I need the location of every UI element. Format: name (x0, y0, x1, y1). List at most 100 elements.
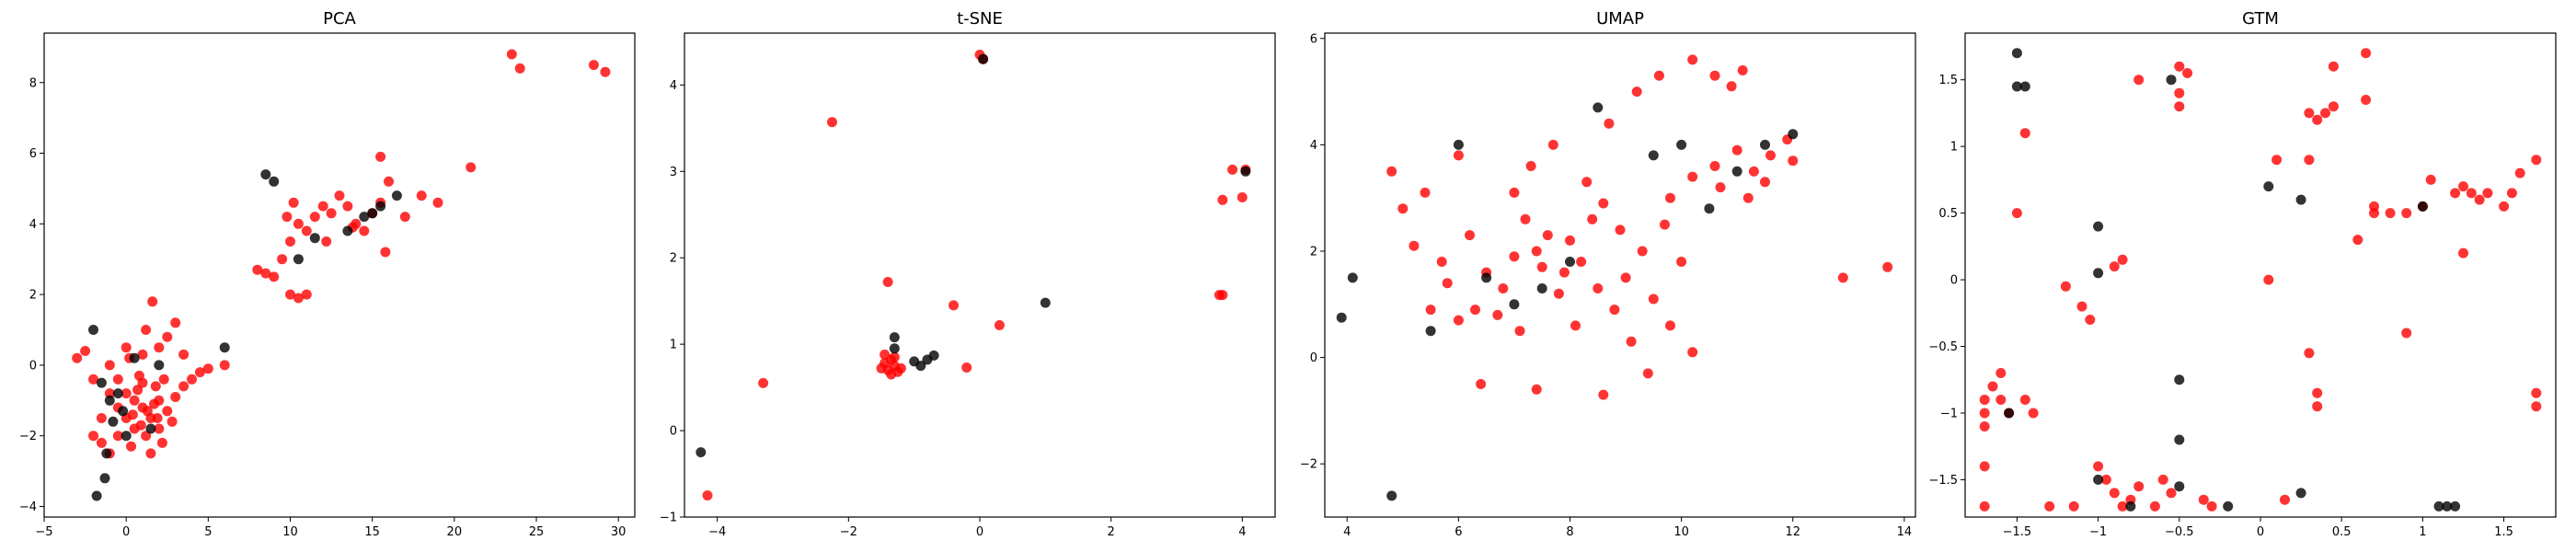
scatter-point-red (2312, 401, 2323, 412)
scatter-point-black (101, 448, 112, 459)
scatter-point-black (2295, 488, 2306, 499)
scatter-point-red (1979, 421, 1990, 431)
scatter-point-red (1979, 500, 1990, 512)
scatter-point-black (91, 490, 102, 501)
scatter-point-red (2011, 208, 2022, 219)
scatter-point-black (129, 352, 140, 363)
scatter-point-red (1676, 257, 1687, 267)
scatter-point-red (1436, 257, 1447, 267)
scatter-point-red (2019, 128, 2030, 139)
scatter-point-red (2312, 114, 2323, 125)
scatter-point-red (1737, 65, 1748, 75)
scatter-point-red (1748, 166, 1759, 177)
chart-title: t-SNE (957, 9, 1003, 29)
x-tick-label: 30 (611, 525, 627, 539)
scatter-point-black (2263, 181, 2274, 192)
scatter-point-red (1604, 118, 1615, 129)
y-tick-label: 6 (29, 147, 37, 161)
scatter-point-black (96, 377, 107, 388)
y-tick-label: 0.5 (1938, 207, 1958, 221)
scatter-point-red (1531, 384, 1542, 395)
scatter-point-red (961, 362, 972, 373)
scatter-point-red (2076, 301, 2087, 312)
scatter-point-red (1509, 187, 1520, 198)
scatter-point-red (178, 349, 190, 360)
x-tick-label: 15 (364, 525, 380, 539)
scatter-point-red (1531, 246, 1542, 257)
scatter-point-red (269, 271, 280, 282)
scatter-point-black (2093, 221, 2104, 232)
x-tick-label: 0 (2257, 525, 2264, 539)
scatter-point-red (288, 197, 299, 208)
scatter-point-black (1347, 272, 1358, 283)
scatter-point-red (2149, 500, 2160, 512)
y-tick-label: −1.5 (1928, 474, 1958, 488)
scatter-point-black (2417, 201, 2428, 212)
scatter-point-red (154, 342, 165, 353)
scatter-point-red (1979, 395, 1990, 405)
scatter-point-red (1765, 150, 1776, 161)
scatter-point-red (1558, 267, 1570, 278)
scatter-point-red (2271, 155, 2283, 166)
scatter-point-black (2295, 194, 2306, 205)
scatter-point-red (588, 60, 599, 71)
x-tick-label: 4 (1343, 525, 1351, 539)
scatter-point-red (88, 374, 98, 385)
scatter-point-red (882, 277, 893, 287)
scatter-point-red (2328, 61, 2339, 72)
scatter-point-red (126, 441, 136, 452)
scatter-point-red (162, 406, 173, 417)
scatter-point-red (384, 176, 394, 187)
scatter-point-red (2458, 181, 2468, 192)
scatter-point-black (104, 395, 115, 406)
scatter-point-red (1542, 230, 1553, 241)
scatter-point-red (1217, 290, 1228, 301)
scatter-point-black (2011, 81, 2022, 92)
scatter-point-red (2133, 481, 2145, 492)
scatter-point-red (2068, 500, 2079, 512)
scatter-point-red (321, 236, 332, 247)
scatter-point-black (1481, 272, 1492, 283)
scatter-point-red (1642, 368, 1653, 379)
chart-title: UMAP (1596, 9, 1644, 29)
scatter-point-red (170, 392, 181, 402)
x-tick-label: 1 (2419, 525, 2426, 539)
scatter-point-red (293, 293, 304, 304)
scatter-point-red (1587, 213, 1598, 224)
scatter-point-black (2004, 408, 2015, 419)
subplot-umap: UMAP 4 6 8 10 12 14 −2 0 2 4 6 (1300, 9, 1916, 539)
scatter-point-red (1987, 381, 1998, 392)
scatter-point-red (187, 374, 197, 385)
scatter-point-red (121, 388, 132, 399)
scatter-point-red (506, 49, 517, 60)
scatter-point-red (2312, 387, 2323, 398)
scatter-point-red (150, 381, 161, 392)
scatter-point-black (1704, 203, 1715, 214)
scatter-point-black (112, 388, 123, 399)
chart-title: PCA (323, 9, 356, 29)
scatter-point-black (2174, 481, 2185, 492)
scatter-point-black (889, 343, 900, 354)
scatter-point-red (416, 190, 427, 201)
scatter-point-black (2223, 500, 2234, 512)
scatter-point-black (1593, 102, 1604, 113)
subplot-gtm: GTM −1.5 −1 −0.5 0 0.5 1 1.5 −1.5 −1 −0.5 0 0.5 1 1.5 (1928, 9, 2557, 539)
scatter-point-red (285, 289, 295, 300)
scatter-point-red (1979, 408, 1990, 419)
scatter-point-red (1995, 395, 2007, 405)
scatter-point-red (133, 370, 144, 381)
scatter-point-red (1742, 192, 1754, 203)
scatter-point-red (2028, 408, 2039, 419)
y-tick-label: 2 (29, 289, 37, 303)
scatter-point-red (154, 423, 165, 434)
scatter-point-black (889, 332, 900, 343)
scatter-point-red (1397, 203, 1409, 214)
y-tick-label: 6 (1310, 32, 1317, 46)
scatter-point-black (2433, 500, 2444, 512)
scatter-point-black (219, 342, 230, 353)
scatter-point-red (1609, 305, 1620, 316)
marks (1336, 54, 1893, 501)
x-tick-label: 10 (1673, 525, 1689, 539)
plot-frame (43, 32, 636, 518)
scatter-point-red (80, 346, 91, 356)
